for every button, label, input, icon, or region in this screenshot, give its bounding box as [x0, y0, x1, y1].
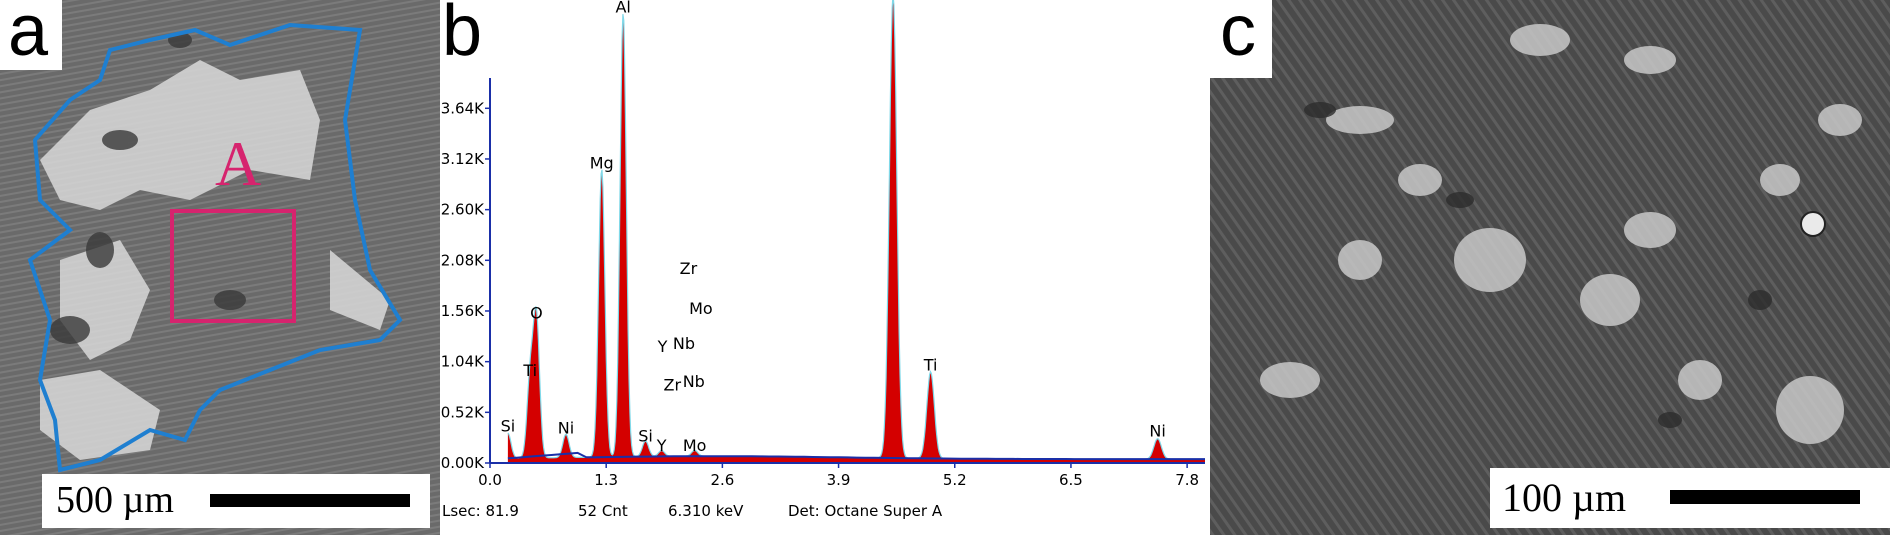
status-kev: 6.310 keV [668, 502, 744, 520]
panel-c-letter: c [1220, 0, 1256, 71]
peak-label: O [530, 304, 543, 323]
peak-label: Si [638, 426, 653, 445]
line-marker-label: Nb [683, 372, 705, 391]
line-marker-label: Zr [664, 376, 682, 395]
panel-a-scale-box: 500 µm [42, 474, 430, 528]
y-tick-label: 3.12K [441, 150, 485, 168]
panel-b-letter: b [442, 0, 483, 71]
y-tick-label: 0.52K [441, 403, 485, 421]
panel-c-particle [1800, 211, 1826, 237]
spectrum-trace [507, 0, 1205, 460]
panel-a-scale-label: 500 µm [56, 479, 174, 521]
peak-label: Mg [590, 154, 614, 173]
panel-a-texture: A [0, 0, 440, 535]
panel-c-scale-label: 100 µm [1502, 475, 1627, 520]
peak-label: Ti [522, 361, 537, 380]
y-tick-label: 1.56K [441, 302, 485, 320]
x-tick-label: 2.6 [710, 471, 734, 489]
panel-c-bright-patches [1260, 24, 1862, 444]
y-tick-label: 2.08K [441, 251, 485, 269]
peak-label: Ni [1149, 422, 1165, 441]
peak-labels: SiOTiNiMgAlSiYMoTiTiNiZrMoYNbZrNb [501, 0, 1166, 455]
status-cnt: 52 Cnt [578, 502, 628, 520]
y-tick-label: 2.60K [441, 201, 485, 219]
panel-b-letter-box: b [440, 0, 502, 78]
panel-c-scale-box: 100 µm [1490, 468, 1890, 528]
panel-c-dark-pits [1304, 102, 1772, 428]
panel-c-scale-bar [1670, 490, 1860, 504]
y-tick-label: 0.00K [441, 454, 485, 472]
panel-c-texture [1210, 0, 1890, 535]
panel-c-background [1210, 0, 1890, 535]
x-tick-label: 3.9 [827, 471, 851, 489]
x-tick-label: 5.2 [943, 471, 967, 489]
panel-a-scale-bar [210, 494, 410, 507]
x-tick-label: 7.8 [1175, 471, 1199, 489]
peak-label: Y [656, 436, 667, 455]
region-a-label: A [215, 128, 261, 199]
continuum-line [507, 451, 1205, 461]
panel-b-eds-spectrum: 0.00K 0.52K 1.04K 1.56K 2.08K 2.60K 3.12K 3.64K… [440, 0, 1210, 535]
x-tick-label: 1.3 [594, 471, 618, 489]
peak-label: Si [501, 417, 516, 436]
y-tick-label: 3.64K [441, 99, 485, 117]
panel-a-letter-box: a [0, 0, 62, 71]
eds-chart: 0.00K 0.52K 1.04K 1.56K 2.08K 2.60K 3.12K 3.64K… [441, 0, 1205, 520]
panel-c-letter-box: c [1210, 0, 1272, 78]
line-marker-label: Mo [689, 299, 713, 318]
status-lsec: Lsec: 81.9 [442, 502, 519, 520]
spectrum-plot [507, 0, 1205, 463]
line-marker-label: Nb [673, 334, 695, 353]
x-axis-ticks: 0.0 1.3 2.6 3.9 5.2 6.5 7.8 [478, 463, 1199, 489]
line-marker-label: Zr [680, 259, 698, 278]
line-marker-label: Y [657, 337, 668, 356]
x-tick-label: 6.5 [1059, 471, 1083, 489]
panel-a-dark-pits [50, 32, 246, 344]
status-detector: Det: Octane Super A [788, 502, 943, 520]
spectrum-fill [507, 0, 1205, 463]
panel-a-letter: a [8, 0, 49, 71]
peak-label: Mo [683, 436, 707, 455]
y-axis-ticks: 0.00K 0.52K 1.04K 1.56K 2.08K 2.60K 3.12K 3.64K… [441, 49, 490, 472]
peak-label: Al [615, 0, 630, 17]
panel-c-sem-image: c 100 µm [1210, 0, 1890, 535]
y-tick-label: 1.04K [441, 353, 485, 371]
peak-label: Ni [558, 419, 574, 438]
peak-label: Ti [923, 355, 938, 374]
region-a-box [170, 209, 296, 323]
x-tick-label: 0.0 [478, 471, 502, 489]
panel-a-sem-image: A a 500 µm [0, 0, 440, 535]
corroded-region-outline [27, 22, 403, 473]
